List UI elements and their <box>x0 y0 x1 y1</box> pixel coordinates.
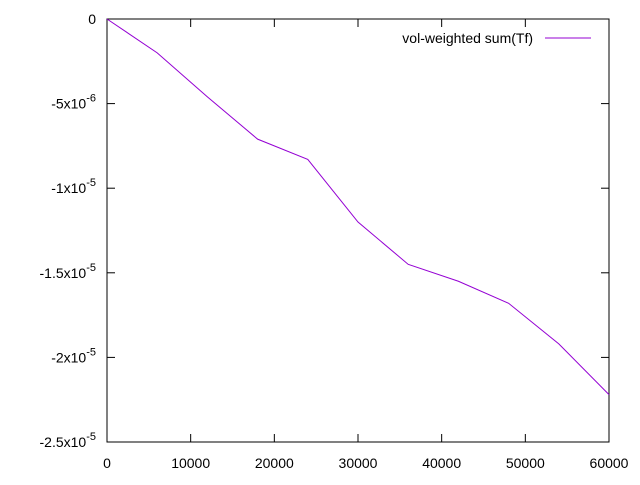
y-tick-label: -1x10-5 <box>51 177 96 196</box>
series-layer <box>106 18 610 395</box>
y-tick-exponent: -5 <box>86 262 96 274</box>
x-tick-label: 40000 <box>422 455 461 471</box>
x-tick-label: 30000 <box>339 455 378 471</box>
legend-label: vol-weighted sum(Tf) <box>402 30 533 46</box>
y-tick-label: 0 <box>88 11 96 27</box>
y-tick-mantissa: -1x10 <box>51 180 86 196</box>
y-tick-exponent: -5 <box>86 431 96 443</box>
series-line <box>106 18 610 395</box>
y-tick-mantissa: -1.5x10 <box>40 265 87 281</box>
y-tick-exponent: -5 <box>86 177 96 189</box>
x-tick-label: 50000 <box>506 455 545 471</box>
y-tick-mantissa: -2x10 <box>51 349 86 365</box>
y-tick-mantissa: 0 <box>88 11 96 27</box>
legend: vol-weighted sum(Tf) <box>402 30 591 46</box>
y-tick-exponent: -6 <box>86 93 96 105</box>
plot-frame <box>106 18 610 443</box>
y-tick-label: -2.5x10-5 <box>40 431 96 450</box>
y-tick-label: -5x10-6 <box>51 93 96 112</box>
y-tick-mantissa: -5x10 <box>51 96 86 112</box>
y-axis: 0-5x10-6-1x10-5-1.5x10-5-2x10-5-2.5x10-5 <box>40 11 609 450</box>
y-tick-label: -1.5x10-5 <box>40 262 96 281</box>
y-tick-exponent: -5 <box>86 346 96 358</box>
x-tick-label: 60000 <box>590 455 629 471</box>
y-tick-mantissa: -2.5x10 <box>40 434 87 450</box>
x-tick-label: 10000 <box>171 455 210 471</box>
x-tick-label: 0 <box>103 455 111 471</box>
x-axis: 0 10000 20000 30000 40000 50000 60000 <box>103 19 629 471</box>
y-tick-label: -2x10-5 <box>51 346 96 365</box>
x-tick-label: 20000 <box>255 455 294 471</box>
